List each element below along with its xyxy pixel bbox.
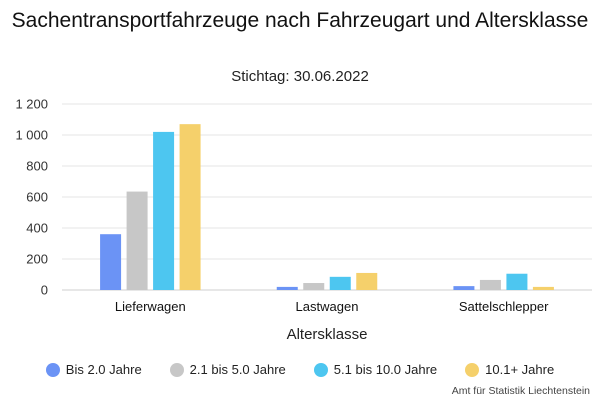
bar xyxy=(356,272,378,290)
legend-swatch-icon xyxy=(45,362,60,377)
y-tick-label: 800 xyxy=(26,159,48,174)
legend-swatch-icon xyxy=(169,362,184,377)
bar-chart: 0 200 400 600 800 1 000 1 200 Lieferwagen Lastwa… xyxy=(15,97,592,343)
legend-swatch-icon xyxy=(465,362,480,377)
legend-label: 10.1+ Jahre xyxy=(485,362,555,377)
chart-subtitle: Stichtag: 30.06.2022 xyxy=(231,68,369,85)
y-tick-label: 0 xyxy=(41,283,48,298)
bar xyxy=(276,286,298,290)
bar xyxy=(153,131,175,290)
y-tick-label: 1 200 xyxy=(15,97,48,112)
x-category-label: Lastwagen xyxy=(296,299,359,314)
legend-label: 5.1 bis 10.0 Jahre xyxy=(333,362,438,377)
bar xyxy=(329,276,351,290)
legend-label: Bis 2.0 Jahre xyxy=(65,362,142,377)
y-tick-label: 400 xyxy=(26,221,48,236)
source-credit: Amt für Statistik Liechtenstein xyxy=(451,385,590,397)
legend-item[interactable]: 2.1 bis 5.0 Jahre xyxy=(169,362,286,377)
chart-title: Sachentransportfahrzeuge nach Fahrzeugar… xyxy=(11,9,589,32)
chart-legend: Bis 2.0 Jahre 2.1 bis 5.0 Jahre 5.1 bis 10… xyxy=(0,362,600,377)
legend-label: 2.1 bis 5.0 Jahre xyxy=(189,362,286,377)
bar xyxy=(179,124,201,291)
bar xyxy=(532,286,554,290)
legend-item[interactable]: Bis 2.0 Jahre xyxy=(45,362,142,377)
legend-item[interactable]: 10.1+ Jahre xyxy=(465,362,554,377)
bar xyxy=(303,283,325,290)
bar xyxy=(453,286,475,290)
x-category-label: Sattelschlepper xyxy=(459,299,549,314)
x-category-label: Lieferwagen xyxy=(115,299,186,314)
y-tick-label: 200 xyxy=(26,252,48,267)
bar xyxy=(126,191,148,290)
legend-swatch-icon xyxy=(313,362,328,377)
x-axis-title: Altersklasse xyxy=(287,326,368,343)
y-tick-label: 600 xyxy=(26,190,48,205)
y-tick-label: 1 000 xyxy=(15,128,48,143)
legend-item[interactable]: 5.1 bis 10.0 Jahre xyxy=(313,362,438,377)
bar xyxy=(506,273,528,290)
bar xyxy=(479,279,501,290)
bar xyxy=(100,234,122,290)
